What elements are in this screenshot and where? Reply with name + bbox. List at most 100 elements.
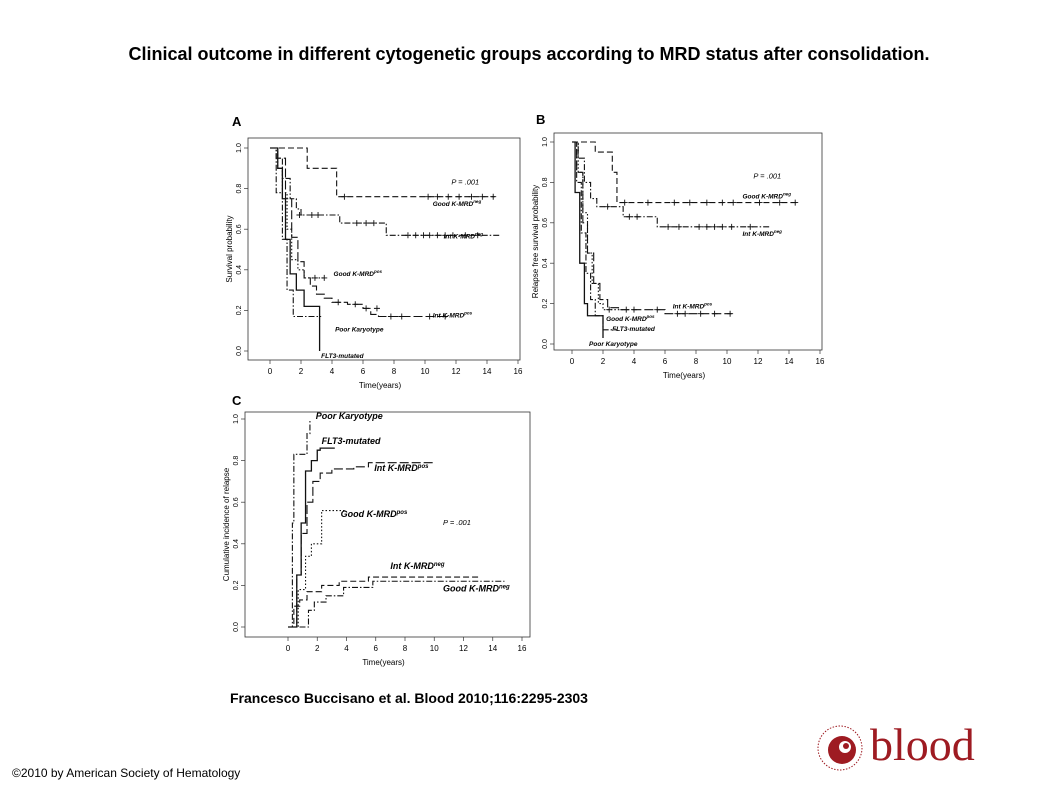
panel-letter: B	[536, 112, 545, 127]
censor-mark	[631, 306, 637, 313]
x-tick-label: 6	[663, 357, 668, 366]
censor-mark	[671, 199, 678, 206]
y-axis-label: Cumulative incidence of relapse	[222, 467, 231, 581]
series-label-text: Int K-MRD	[673, 304, 705, 311]
series-line	[572, 141, 771, 228]
x-tick-label: 14	[785, 357, 794, 366]
series-label: FLT3-mutated	[321, 353, 365, 360]
censor-mark	[727, 310, 734, 317]
series-label: Good K-MRDpos	[334, 269, 383, 278]
x-tick-label: 16	[816, 357, 825, 366]
censor-mark	[315, 211, 322, 218]
censor-mark	[341, 193, 348, 200]
censor-mark	[654, 306, 661, 313]
series-label-sup: pos	[373, 269, 382, 274]
censor-mark	[456, 193, 463, 200]
y-tick-label: 0.4	[542, 258, 549, 268]
x-tick-label: 8	[694, 357, 699, 366]
series-label-text: Good K-MRD	[433, 201, 474, 208]
slide-title: Clinical outcome in different cytogeneti…	[128, 44, 930, 64]
series-line	[270, 147, 321, 351]
series-label: Good K-MRDneg	[443, 584, 510, 594]
blood-logo-word: blood	[870, 719, 975, 770]
censor-mark	[404, 232, 411, 239]
series-good-k-mrd-pos	[572, 141, 624, 313]
x-tick-label: 8	[392, 367, 397, 376]
x-tick-label: 14	[483, 367, 492, 376]
series-label: FLT3-mutated	[612, 326, 656, 333]
series-line	[270, 147, 495, 198]
x-tick-label: 16	[514, 367, 523, 376]
censor-mark	[728, 223, 735, 230]
censor-mark	[634, 213, 641, 220]
censor-mark	[697, 310, 704, 317]
series-label-text: FLT3-mutated	[322, 436, 381, 446]
series-good-k-mrd-neg	[288, 580, 505, 628]
censor-mark	[370, 220, 377, 227]
censor-mark	[604, 203, 611, 210]
series-label-sup: pos	[463, 311, 472, 316]
censor-mark	[776, 199, 783, 206]
y-tick-label: 0.4	[236, 265, 243, 275]
x-tick-label: 0	[570, 357, 575, 366]
series-poor-karyotype	[572, 141, 604, 338]
y-axis: 0.0 0.2 0.4 0.6 0.8 1.0	[542, 137, 554, 349]
censor-mark	[426, 313, 433, 320]
y-tick-label: 0.0	[236, 346, 243, 356]
series-label: Good K-MRDneg	[433, 199, 482, 208]
series-label: Poor Karyotype	[316, 411, 383, 421]
censor-mark	[675, 223, 682, 230]
series-label: Good K-MRDneg	[743, 192, 792, 201]
series-label-sup: pos	[396, 510, 408, 516]
y-axis-label: Relapse free survival probability	[531, 185, 540, 298]
series-label-text: Good K-MRD	[334, 271, 375, 278]
series-label-text: Int K-MRD	[374, 463, 418, 473]
series-flt3-mutated	[270, 147, 321, 351]
y-tick-label: 1.0	[236, 143, 243, 153]
copyright: ©2010 by American Society of Hematology	[12, 766, 241, 780]
y-tick-label: 0.6	[233, 497, 240, 507]
series-line	[270, 147, 500, 236]
chart-panel-a: A 0 2 4 6 8 10 12 14 16 Time(years) 0.0 0.2 0.4 0.6 0.8…	[225, 114, 523, 390]
censor-mark	[373, 305, 380, 312]
censor-mark	[445, 193, 452, 200]
censor-mark	[730, 199, 737, 206]
series-int-k-mrd-pos	[572, 141, 734, 317]
x-tick-label: 0	[268, 367, 273, 376]
series-good-k-mrd-neg	[270, 147, 497, 200]
censor-mark	[398, 313, 405, 320]
censor-mark	[363, 305, 370, 312]
plot-frame	[553, 132, 823, 351]
x-tick-label: 4	[330, 367, 335, 376]
x-tick-label: 2	[299, 367, 304, 376]
censor-mark	[474, 232, 481, 239]
series-label-text: Good K-MRD	[443, 584, 499, 594]
series-label: FLT3-mutated	[322, 436, 381, 446]
y-tick-label: 0.4	[233, 539, 240, 549]
series-line	[572, 141, 732, 315]
censor-mark	[442, 232, 449, 239]
y-tick-label: 0.2	[233, 580, 240, 590]
series-flt3-mutated	[288, 447, 335, 628]
y-tick-label: 0.6	[236, 224, 243, 234]
panel-letter: C	[232, 393, 242, 408]
censor-mark	[606, 306, 613, 313]
series-label-text: Good K-MRD	[341, 509, 397, 519]
series-label-text: Int K-MRD	[444, 233, 476, 240]
censor-mark	[623, 306, 630, 313]
censor-mark	[490, 193, 497, 200]
citation: Francesco Buccisano et al. Blood 2010;11…	[230, 690, 588, 706]
x-tick-label: 12	[754, 357, 763, 366]
x-tick-label: 16	[518, 644, 527, 653]
x-axis-label: Time(years)	[663, 371, 706, 380]
series-line	[288, 576, 479, 628]
y-tick-label: 1.0	[233, 414, 240, 424]
blood-journal-logo: blood	[812, 719, 1002, 774]
censor-mark	[363, 220, 370, 227]
x-tick-label: 14	[488, 644, 497, 653]
series-line	[572, 141, 617, 331]
series-label-text: FLT3-mutated	[321, 353, 365, 360]
series-poor-karyotype	[270, 147, 322, 318]
figure-panels: A 0 2 4 6 8 10 12 14 16 Time(years) 0.0 0.2 0.4 0.6 0.8…	[222, 112, 825, 667]
series-label: Int K-MRDneg	[444, 231, 484, 240]
